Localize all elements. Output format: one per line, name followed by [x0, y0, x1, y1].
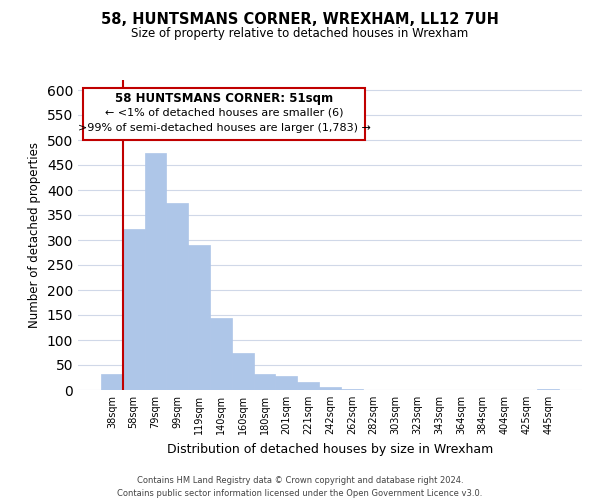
X-axis label: Distribution of detached houses by size in Wrexham: Distribution of detached houses by size …	[167, 442, 493, 456]
Bar	[341, 388, 363, 390]
Text: 58 HUNTSMANS CORNER: 51sqm: 58 HUNTSMANS CORNER: 51sqm	[115, 92, 333, 106]
Text: 58, HUNTSMANS CORNER, WREXHAM, LL12 7UH: 58, HUNTSMANS CORNER, WREXHAM, LL12 7UH	[101, 12, 499, 28]
Text: Contains HM Land Registry data © Crown copyright and database right 2024.
Contai: Contains HM Land Registry data © Crown c…	[118, 476, 482, 498]
Bar	[232, 352, 254, 390]
Bar	[145, 153, 166, 390]
Bar	[537, 389, 559, 390]
Bar	[166, 203, 188, 390]
Text: ← <1% of detached houses are smaller (6): ← <1% of detached houses are smaller (6)	[105, 108, 343, 118]
Bar	[319, 386, 341, 390]
Bar	[123, 229, 145, 390]
Bar	[254, 374, 275, 390]
Y-axis label: Number of detached properties: Number of detached properties	[28, 142, 41, 328]
Text: Size of property relative to detached houses in Wrexham: Size of property relative to detached ho…	[131, 28, 469, 40]
Text: >99% of semi-detached houses are larger (1,783) →: >99% of semi-detached houses are larger …	[78, 124, 371, 134]
FancyBboxPatch shape	[83, 88, 365, 140]
Bar	[101, 374, 123, 390]
Bar	[188, 244, 210, 390]
Bar	[210, 318, 232, 390]
Bar	[297, 382, 319, 390]
Bar	[275, 376, 297, 390]
